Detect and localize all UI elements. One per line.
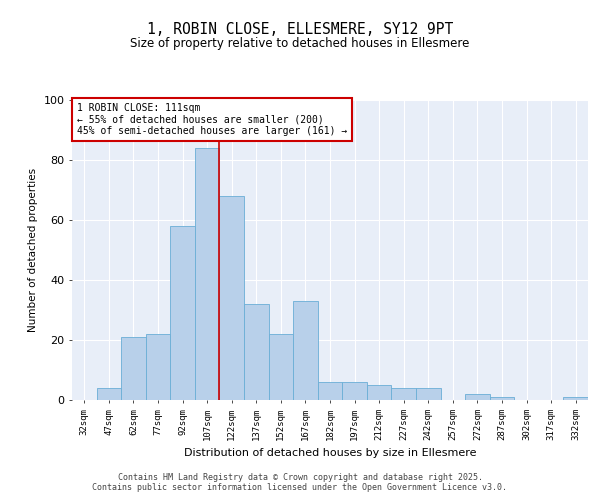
Bar	[367, 385, 391, 400]
Bar	[416, 388, 440, 400]
Bar	[146, 334, 170, 400]
Bar	[563, 397, 588, 400]
Text: 1, ROBIN CLOSE, ELLESMERE, SY12 9PT: 1, ROBIN CLOSE, ELLESMERE, SY12 9PT	[147, 22, 453, 38]
Bar	[195, 148, 220, 400]
Bar	[318, 382, 342, 400]
Bar	[342, 382, 367, 400]
Bar	[269, 334, 293, 400]
Bar	[97, 388, 121, 400]
Bar	[465, 394, 490, 400]
Bar	[121, 337, 146, 400]
Bar	[170, 226, 195, 400]
X-axis label: Distribution of detached houses by size in Ellesmere: Distribution of detached houses by size …	[184, 448, 476, 458]
Text: 1 ROBIN CLOSE: 111sqm
← 55% of detached houses are smaller (200)
45% of semi-det: 1 ROBIN CLOSE: 111sqm ← 55% of detached …	[77, 103, 347, 136]
Bar	[293, 301, 318, 400]
Bar	[490, 397, 514, 400]
Bar	[244, 304, 269, 400]
Bar	[220, 196, 244, 400]
Text: Size of property relative to detached houses in Ellesmere: Size of property relative to detached ho…	[130, 38, 470, 51]
Bar	[391, 388, 416, 400]
Y-axis label: Number of detached properties: Number of detached properties	[28, 168, 38, 332]
Text: Contains HM Land Registry data © Crown copyright and database right 2025.
Contai: Contains HM Land Registry data © Crown c…	[92, 473, 508, 492]
